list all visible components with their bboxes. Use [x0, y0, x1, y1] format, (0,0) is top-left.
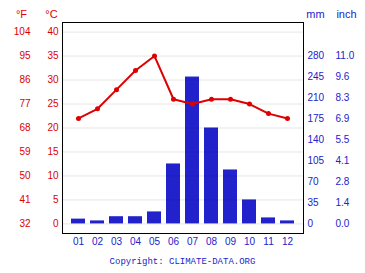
svg-text:40: 40 — [47, 26, 59, 37]
svg-text:175: 175 — [308, 113, 325, 124]
svg-text:50: 50 — [19, 170, 31, 181]
svg-text:245: 245 — [308, 71, 325, 82]
svg-text:03: 03 — [111, 236, 123, 247]
svg-text:86: 86 — [19, 74, 31, 85]
svg-text:9.6: 9.6 — [336, 71, 350, 82]
svg-text:1.4: 1.4 — [336, 197, 350, 208]
svg-text:04: 04 — [130, 236, 142, 247]
svg-text:11: 11 — [263, 236, 274, 247]
svg-text:2.8: 2.8 — [336, 176, 350, 187]
svg-text:20: 20 — [47, 122, 59, 133]
svg-text:105: 105 — [308, 155, 325, 166]
svg-text:0: 0 — [308, 218, 314, 229]
svg-text:02: 02 — [92, 236, 104, 247]
svg-text:10: 10 — [244, 236, 256, 247]
svg-text:140: 140 — [308, 134, 325, 145]
svg-text:07: 07 — [187, 236, 199, 247]
svg-text:280: 280 — [308, 50, 325, 61]
svg-text:59: 59 — [19, 146, 31, 157]
svg-text:41: 41 — [19, 194, 31, 205]
svg-text:09: 09 — [225, 236, 237, 247]
svg-text:35: 35 — [308, 197, 320, 208]
svg-text:68: 68 — [19, 122, 31, 133]
svg-text:15: 15 — [47, 146, 59, 157]
svg-text:5: 5 — [53, 194, 59, 205]
svg-text:mm: mm — [306, 8, 324, 20]
html-text:Copyright: CLIMATE-DATA.ORG: Copyright: CLIMATE-DATA.ORG — [109, 257, 256, 267]
svg-text:25: 25 — [47, 98, 59, 109]
svg-text:104: 104 — [14, 26, 31, 37]
svg-text:06: 06 — [168, 236, 180, 247]
svg-text:4.1: 4.1 — [336, 155, 350, 166]
svg-text:8.3: 8.3 — [336, 92, 350, 103]
svg-text:12: 12 — [282, 236, 294, 247]
svg-text:95: 95 — [19, 50, 31, 61]
svg-text:77: 77 — [19, 98, 31, 109]
svg-text:35: 35 — [47, 50, 59, 61]
svg-text:6.9: 6.9 — [336, 113, 350, 124]
svg-text:0.0: 0.0 — [336, 218, 350, 229]
svg-text:01: 01 — [73, 236, 85, 247]
svg-text:30: 30 — [47, 74, 59, 85]
svg-text:°F: °F — [16, 8, 27, 20]
svg-text:210: 210 — [308, 92, 325, 103]
svg-text:11.0: 11.0 — [336, 50, 355, 61]
svg-text:08: 08 — [206, 236, 218, 247]
svg-text:05: 05 — [149, 236, 161, 247]
svg-text:32: 32 — [19, 218, 31, 229]
svg-text:10: 10 — [47, 170, 59, 181]
svg-text:70: 70 — [308, 176, 320, 187]
svg-text:5.5: 5.5 — [336, 134, 350, 145]
svg-text:0: 0 — [53, 218, 59, 229]
svg-text:°C: °C — [45, 8, 57, 20]
svg-text:inch: inch — [336, 8, 356, 20]
